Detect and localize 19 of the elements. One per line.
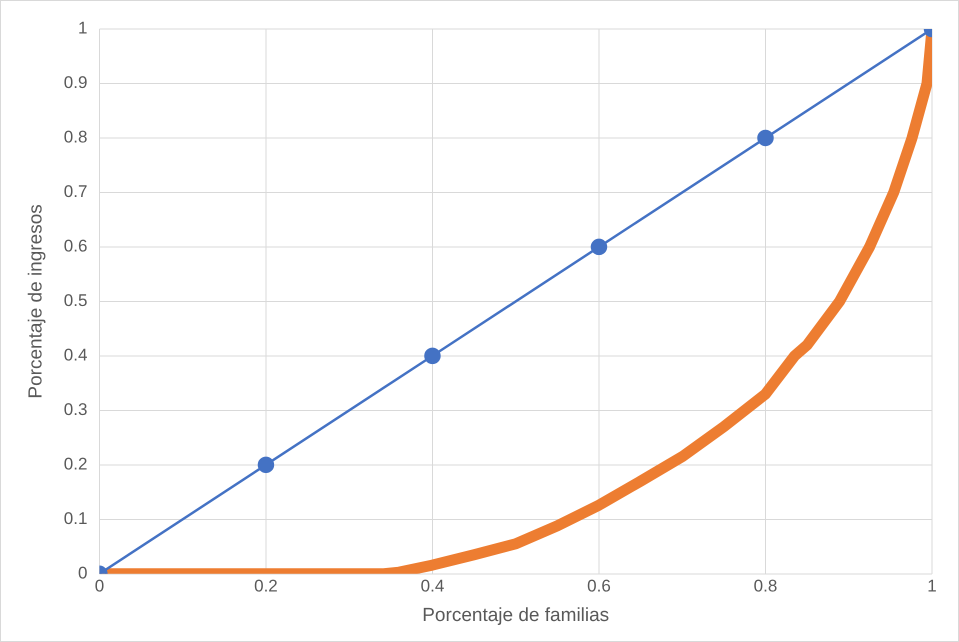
y-tick-label: 0.6	[64, 236, 88, 256]
x-tick-label: 0.8	[754, 576, 778, 596]
y-tick-label: 0.5	[64, 291, 88, 310]
y-tick-label: 0.7	[64, 182, 88, 202]
x-tick-label: 0.4	[420, 576, 444, 596]
y-tick-label: 0.9	[64, 73, 88, 92]
y-tick-label: 1	[78, 18, 88, 38]
y-tick-label: 0.2	[64, 454, 88, 474]
y-tick-label: 0.8	[64, 128, 88, 147]
y-tick-label: 0.4	[64, 346, 88, 365]
y-tick-label: 0.3	[64, 400, 88, 420]
y-tick-label: 0.1	[64, 509, 88, 528]
x-axis-title: Porcentaje de familias	[422, 604, 610, 626]
x-tick-label: 0	[94, 576, 104, 596]
x-tick-label: 0.6	[587, 576, 611, 596]
y-axis-title: Porcentaje de ingresos	[26, 204, 47, 399]
x-tick-label: 0.2	[254, 576, 278, 596]
x-tick-label: 1	[927, 576, 937, 596]
y-tick-label: 0	[78, 563, 88, 582]
